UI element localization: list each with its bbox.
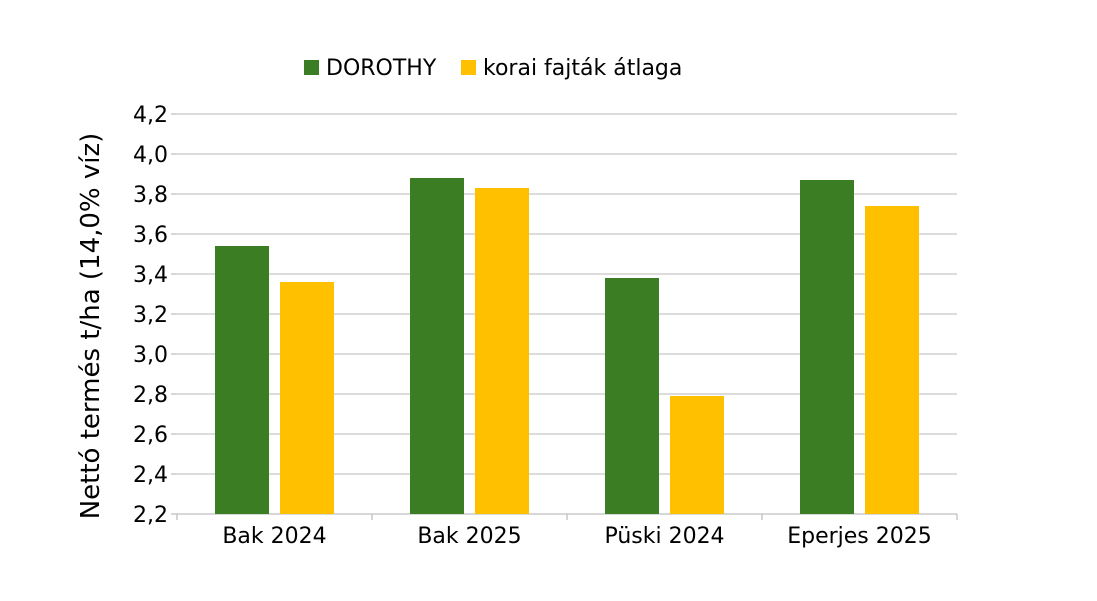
y-tick-label: 4,2 (133, 103, 168, 128)
bar-korai-atlag (670, 396, 724, 514)
y-tick-label: 3,0 (133, 343, 168, 368)
legend-label: korai fajták átlaga (483, 56, 682, 81)
y-tick-label: 2,8 (133, 383, 168, 408)
y-tick-label: 4,0 (133, 143, 168, 168)
y-tick-label: 3,4 (133, 263, 168, 288)
y-tick-label: 3,6 (133, 223, 168, 248)
legend-swatch (304, 60, 319, 75)
legend: DOROTHY korai fajták átlaga (304, 56, 682, 81)
bar-dorothy (215, 246, 269, 514)
y-tick-label: 2,6 (133, 423, 168, 448)
bar-korai-atlag (475, 188, 529, 514)
legend-swatch (461, 60, 476, 75)
x-tick-label: Püski 2024 (604, 524, 724, 549)
bar-korai-atlag (280, 282, 334, 514)
y-axis-title: Nettó termés t/ha (14,0% víz) (76, 133, 106, 520)
bar-dorothy (800, 180, 854, 514)
y-tick-label: 2,4 (133, 463, 168, 488)
y-tick-label: 3,8 (133, 183, 168, 208)
bar-dorothy (410, 178, 464, 514)
bar-dorothy (605, 278, 659, 514)
y-tick-label: 2,2 (133, 503, 168, 528)
x-tick-label: Eperjes 2025 (787, 524, 932, 549)
x-tick-label: Bak 2025 (417, 524, 521, 549)
y-tick-label: 3,2 (133, 303, 168, 328)
axes: 2,2 2,4 2,6 2,8 3,0 3,2 3,4 3,6 3,8 4,0 4,2 Bak 202… (133, 103, 958, 549)
x-tick-label: Bak 2024 (222, 524, 326, 549)
legend-label: DOROTHY (326, 56, 437, 81)
bar-korai-atlag (865, 206, 919, 514)
bars (215, 178, 919, 514)
